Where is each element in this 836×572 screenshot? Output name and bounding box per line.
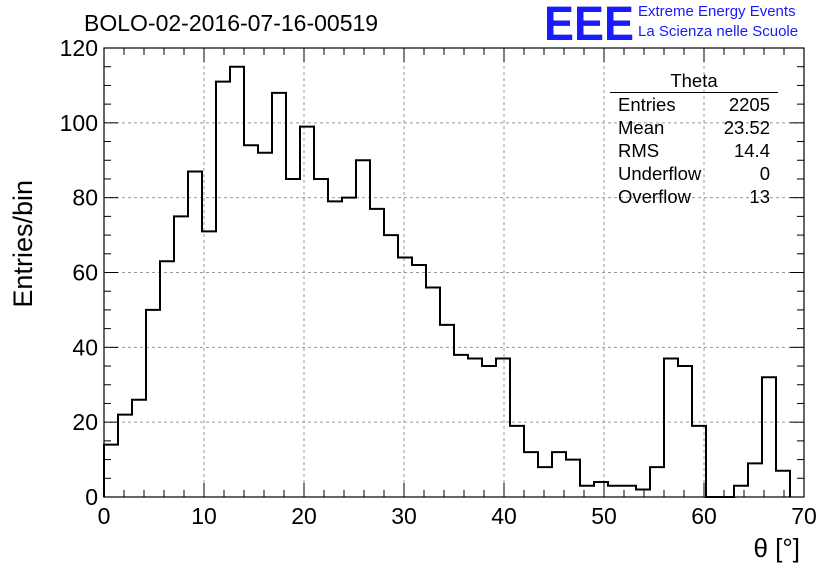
y-axis-label: Entries/bin [8, 180, 38, 308]
chart-title: BOLO-02-2016-07-16-00519 [84, 10, 379, 36]
histogram-bin [216, 82, 230, 497]
histogram-bin [300, 127, 314, 497]
histogram-bin [734, 486, 748, 497]
x-tick-label: 70 [791, 503, 817, 529]
histogram-bin [188, 171, 202, 497]
stats-row-entries: Entries 2205 [610, 93, 778, 116]
histogram-bin [370, 209, 384, 497]
x-tick-label: 40 [491, 503, 517, 529]
histogram-bin [538, 467, 552, 497]
histogram-bin [650, 467, 664, 497]
histogram-bin [356, 160, 370, 497]
histogram-bin [440, 325, 454, 497]
histogram-bin [132, 400, 146, 497]
x-tick-label: 0 [98, 503, 111, 529]
x-tick-label: 10 [191, 503, 217, 529]
histogram-bin [314, 179, 328, 497]
histogram-bin [174, 216, 188, 497]
histogram-bin [608, 486, 622, 497]
stats-title: Theta [610, 70, 778, 93]
x-tick-label: 30 [391, 503, 417, 529]
histogram-bin [566, 460, 580, 497]
histogram-bin [342, 198, 356, 497]
stats-value: 23.52 [723, 117, 770, 138]
y-tick-label: 40 [72, 334, 98, 360]
stats-label: Underflow [618, 163, 702, 184]
x-tick-label: 20 [291, 503, 317, 529]
histogram-bin [692, 426, 706, 497]
histogram-bin [230, 67, 244, 497]
logo-line-2: La Scienza nelle Scuole [638, 23, 799, 40]
stats-row-overflow: Overflow 13 [610, 185, 778, 208]
histogram-bin [258, 153, 272, 497]
histogram-bin [762, 377, 776, 497]
histogram-bin [146, 310, 160, 497]
histogram-bin [524, 452, 538, 497]
stats-value: 14.4 [733, 140, 770, 161]
stats-value: 2205 [728, 94, 770, 115]
stats-label: Overflow [618, 186, 691, 207]
stats-value: 13 [749, 186, 770, 207]
histogram-bin [272, 93, 286, 497]
histogram-bin [580, 486, 594, 497]
y-tick-label: 20 [72, 409, 98, 435]
histogram-bin [384, 235, 398, 497]
y-tick-label: 0 [85, 484, 98, 510]
histogram-bin [118, 415, 132, 497]
y-tick-label: 60 [72, 260, 98, 286]
stats-label: RMS [618, 140, 660, 161]
histogram-bin [510, 426, 524, 497]
stats-value: 0 [759, 163, 770, 184]
x-tick-label: 60 [691, 503, 717, 529]
histogram-bin [454, 355, 468, 497]
y-tick-label: 80 [72, 185, 98, 211]
logo-caption: Extreme Energy Events La Scienza nelle S… [638, 2, 798, 42]
histogram-bin [594, 482, 608, 497]
histogram-bin [412, 265, 426, 497]
stats-label: Mean [618, 117, 665, 138]
histogram-bin [496, 359, 510, 497]
histogram-bin [664, 359, 678, 497]
x-tick-label: 50 [591, 503, 617, 529]
histogram-bin [468, 359, 482, 497]
histogram-bin [328, 201, 342, 497]
histogram-bin [552, 452, 566, 497]
y-tick-label: 100 [60, 110, 98, 136]
x-axis-label: θ [°] [753, 533, 800, 563]
histogram-bin [160, 261, 174, 497]
histogram-bin [104, 445, 118, 497]
y-tick-label: 120 [60, 35, 98, 61]
logo-line-1: Extreme Energy Events [638, 3, 796, 20]
stats-row-mean: Mean 23.52 [610, 116, 778, 139]
histogram-series [103, 65, 791, 498]
stats-box: Theta Entries 2205 Mean 23.52 RMS 14.4 U… [610, 70, 778, 208]
histogram-bin [622, 486, 636, 497]
histogram-bin [482, 366, 496, 497]
stats-row-underflow: Underflow 0 [610, 162, 778, 185]
histogram-bin [286, 179, 300, 497]
plot-frame [103, 47, 805, 498]
histogram-bin [678, 366, 692, 497]
eee-logo: EEE [544, 0, 634, 44]
histogram-bin [398, 258, 412, 497]
stats-label: Entries [618, 94, 676, 115]
histogram-bin [748, 463, 762, 497]
logo-letters: EEE [544, 0, 634, 44]
histogram-bin [244, 145, 258, 497]
histogram-bin [776, 471, 790, 497]
stats-row-rms: RMS 14.4 [610, 139, 778, 162]
histogram-bin [202, 231, 216, 497]
histogram-bin [636, 490, 650, 497]
histogram-bin [426, 287, 440, 497]
